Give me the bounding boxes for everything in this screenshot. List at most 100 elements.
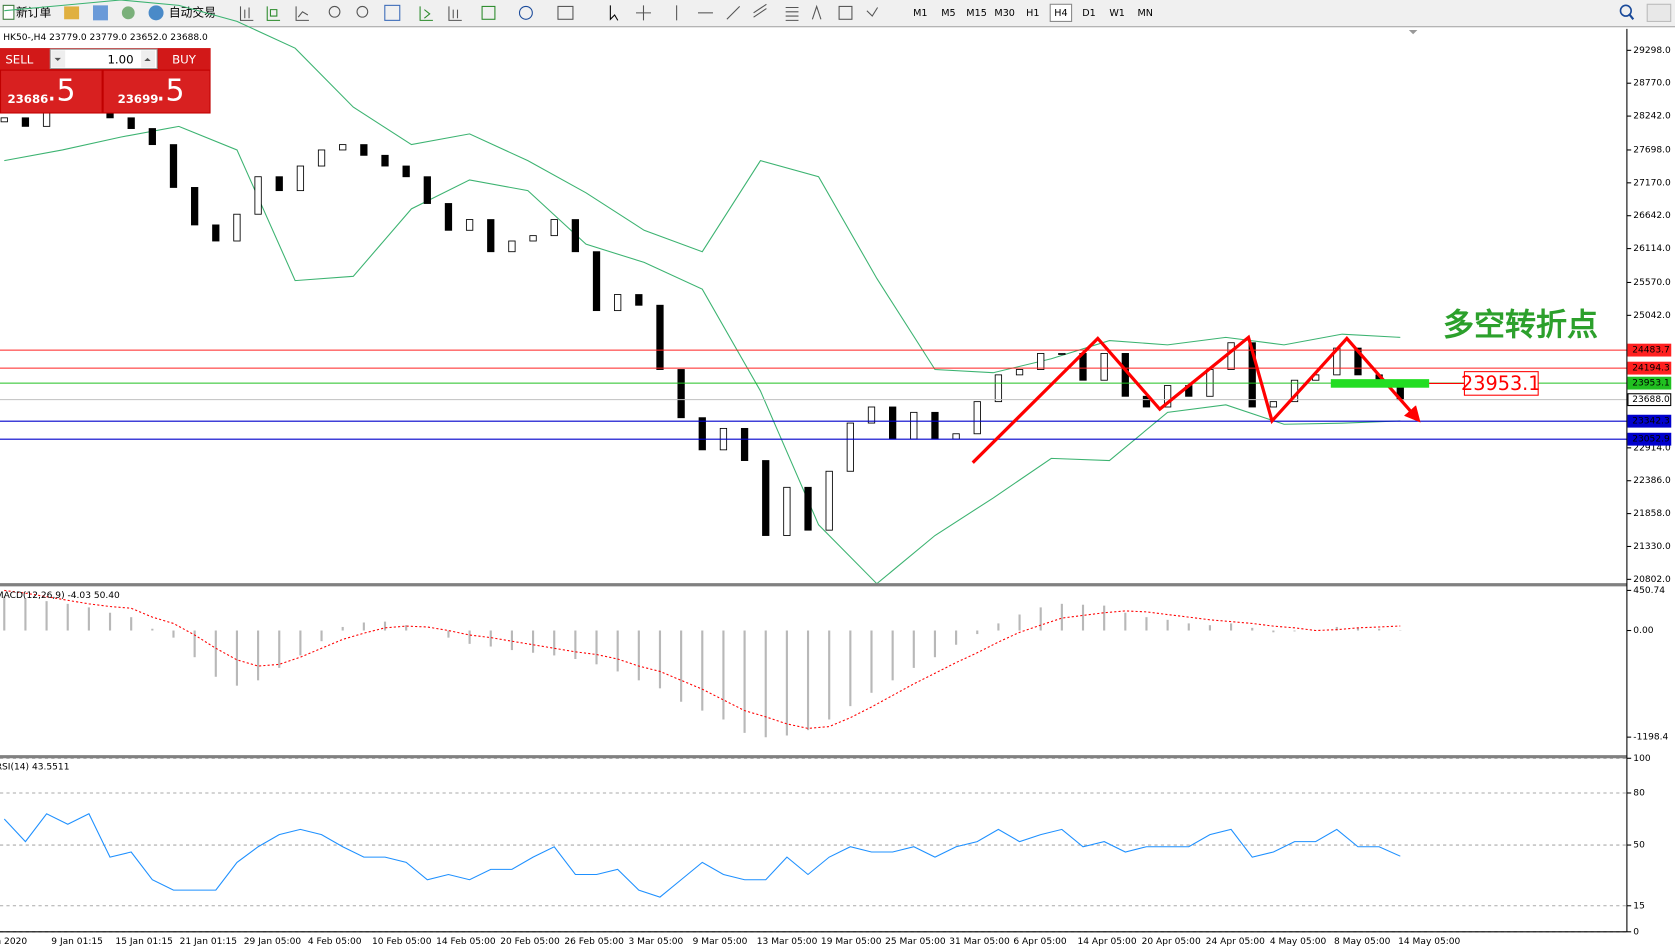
price-level-label: 23342.3	[1632, 417, 1670, 427]
icon[interactable]	[866, 7, 879, 17]
timeframe-bar: M1 M5 M15 M30 H1 H4 D1 W1 MN	[913, 3, 1153, 22]
buy-button[interactable]	[158, 48, 211, 70]
time-label: 31 Mar 05:00	[949, 937, 1010, 947]
toolbar-auto-trading[interactable]: 自动交易	[148, 5, 216, 21]
icon[interactable]	[328, 5, 341, 18]
time-label: 9 Mar 05:00	[693, 937, 748, 947]
candle	[508, 240, 516, 253]
icon[interactable]	[609, 5, 619, 21]
active-timeframe[interactable]	[1049, 3, 1073, 22]
candle	[1227, 342, 1235, 370]
candle	[1037, 353, 1045, 370]
price-level-label: 23688.0	[1632, 395, 1670, 405]
one-click-trading-panel: SELL 1.00 BUY 23686 .5 23699 .5	[0, 48, 211, 114]
timeframe-button[interactable]: H1	[1026, 8, 1039, 19]
bollinger-band	[4, 125, 1401, 585]
y-tick-label: 26114.0	[1633, 244, 1671, 254]
y-tick-label: -1198.4	[1633, 733, 1668, 743]
time-label: 6 Apr 05:00	[1013, 937, 1067, 947]
candle	[825, 470, 833, 531]
icon[interactable]	[636, 5, 651, 21]
candle	[931, 411, 939, 440]
time-label: 19 Mar 05:00	[821, 937, 882, 947]
buy-price-box[interactable]	[103, 70, 210, 113]
price-callout	[1463, 371, 1539, 396]
icon[interactable]	[448, 6, 462, 21]
icon[interactable]	[92, 5, 108, 21]
price-level-tag	[1627, 432, 1672, 446]
indicator-title: RSI(14) 43.5511	[0, 762, 69, 772]
time-label: Jan 2020	[0, 937, 27, 947]
time-label: 8 May 05:00	[1334, 937, 1391, 947]
candle	[994, 374, 1003, 403]
timeframe-button[interactable]: M5	[941, 8, 955, 19]
candle	[381, 154, 389, 167]
sell-price-pips: .5	[47, 74, 76, 109]
time-label: 20 Feb 05:00	[500, 937, 560, 947]
icon[interactable]	[121, 6, 135, 20]
candle	[740, 427, 749, 461]
timeframe-button[interactable]: H4	[1054, 8, 1067, 19]
candle	[148, 128, 156, 146]
timeframe-button[interactable]: M1	[913, 8, 927, 19]
menu-button[interactable]	[1646, 3, 1672, 22]
icon[interactable]	[753, 3, 767, 18]
icon[interactable]	[295, 6, 309, 21]
shift-marker	[1408, 29, 1418, 35]
icon[interactable]	[481, 5, 496, 20]
icon[interactable]	[811, 4, 822, 20]
icon[interactable]	[384, 4, 401, 21]
icon	[2, 4, 15, 20]
search-icon[interactable]	[1619, 4, 1632, 17]
price-level-tag	[1627, 393, 1672, 407]
y-tick-label: 21330.0	[1633, 542, 1671, 552]
timeframe-button[interactable]: M30	[994, 8, 1015, 19]
candle	[889, 406, 897, 440]
buy-label: BUY	[172, 52, 197, 66]
icon[interactable]	[356, 5, 369, 18]
icon[interactable]	[419, 6, 433, 21]
icon[interactable]	[838, 5, 853, 20]
annotations: 23953.1 多空转折点	[971, 308, 1598, 464]
price-level-tag	[1627, 361, 1672, 375]
time-label: 10 Feb 05:00	[372, 937, 432, 947]
icon[interactable]	[266, 6, 281, 21]
candle	[698, 417, 706, 451]
candle	[1269, 401, 1278, 408]
timeframe-button[interactable]: W1	[1109, 8, 1125, 19]
y-tick-label: 28770.0	[1633, 79, 1671, 89]
y-tick-label: 50	[1633, 841, 1645, 851]
time-label: 4 Feb 05:00	[308, 937, 362, 947]
volume-input[interactable]	[49, 48, 158, 70]
icon[interactable]	[785, 6, 799, 21]
candle	[296, 165, 305, 192]
time-label: 20 Apr 05:00	[1142, 937, 1201, 947]
timeframe-button[interactable]: MN	[1138, 8, 1153, 19]
sell-button[interactable]	[0, 48, 51, 70]
icon[interactable]	[239, 6, 254, 21]
time-label: 9 Jan 01:15	[51, 937, 103, 947]
time-label: 4 May 05:00	[1270, 937, 1327, 947]
timeframe-button[interactable]: M15	[966, 8, 987, 19]
y-tick-label: 0	[1633, 927, 1639, 937]
time-label: 3 Mar 05:00	[629, 937, 684, 947]
icon[interactable]	[64, 6, 80, 20]
button-label: 自动交易	[169, 5, 216, 19]
indicator-title: MACD(12,26,9) -4.03 50.40	[0, 591, 120, 601]
icon[interactable]	[557, 5, 574, 20]
timeframe-button[interactable]: D1	[1082, 8, 1096, 19]
time-label: 14 Feb 05:00	[436, 937, 496, 947]
y-tick-label: 20802.0	[1633, 575, 1671, 585]
candle	[1015, 369, 1024, 376]
buy-price: 23699	[118, 92, 159, 106]
candle	[952, 433, 960, 440]
candle	[191, 187, 199, 226]
icon[interactable]	[518, 5, 533, 20]
price-level-label: 24483.7	[1632, 346, 1670, 356]
y-tick-label: 27170.0	[1633, 178, 1671, 188]
annotation-title: 多空转折点	[1443, 308, 1598, 344]
y-tick-label: 450.74	[1633, 586, 1665, 596]
sell-price-box[interactable]	[1, 70, 102, 113]
icon[interactable]	[726, 6, 741, 20]
